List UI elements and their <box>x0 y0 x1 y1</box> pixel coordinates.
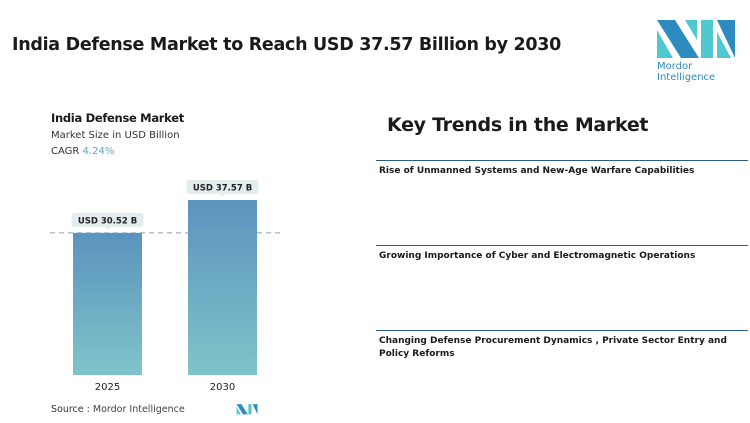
cagr-value: 4.24% <box>82 146 115 157</box>
data-label-pointer <box>219 194 226 197</box>
mordor-small-logo-icon <box>236 404 258 415</box>
key-trends-title: Key Trends in the Market <box>387 114 649 136</box>
bar-2030 <box>188 200 257 375</box>
bar-2025 <box>73 232 142 375</box>
data-label-bg <box>71 212 144 227</box>
data-label-bg <box>186 180 259 194</box>
source-value: Mordor Intelligence <box>92 404 185 415</box>
chart-subtitle: Market Size in USD Billion <box>51 130 180 141</box>
trend-item: Changing Defense Procurement Dynamics , … <box>379 336 727 359</box>
x-tick-label: 2030 <box>210 382 235 393</box>
source-label: Source : <box>51 404 90 415</box>
data-label-pointer <box>104 226 111 230</box>
data-label: USD 37.57 B <box>193 184 252 194</box>
bar-chart: USD 30.52 B 2025 USD 37.57 B 2030 <box>50 180 283 393</box>
x-tick-label: 2025 <box>95 382 120 393</box>
source: Source : Mordor Intelligence <box>51 404 185 415</box>
logo-text: Mordor Intelligence <box>657 61 716 83</box>
data-label: USD 30.52 B <box>78 216 137 226</box>
divider <box>376 330 748 331</box>
page-title: India Defense Market to Reach USD 37.57 … <box>12 35 562 55</box>
cagr: CAGR 4.24% <box>51 146 114 157</box>
chart-title: India Defense Market <box>51 111 184 125</box>
trend-item: Growing Importance of Cyber and Electrom… <box>379 251 696 261</box>
trend-item: Rise of Unmanned Systems and New-Age War… <box>379 166 695 176</box>
divider <box>376 245 748 246</box>
cagr-label: CAGR <box>51 146 80 157</box>
divider <box>376 160 748 161</box>
mordor-logo-icon <box>657 20 735 58</box>
